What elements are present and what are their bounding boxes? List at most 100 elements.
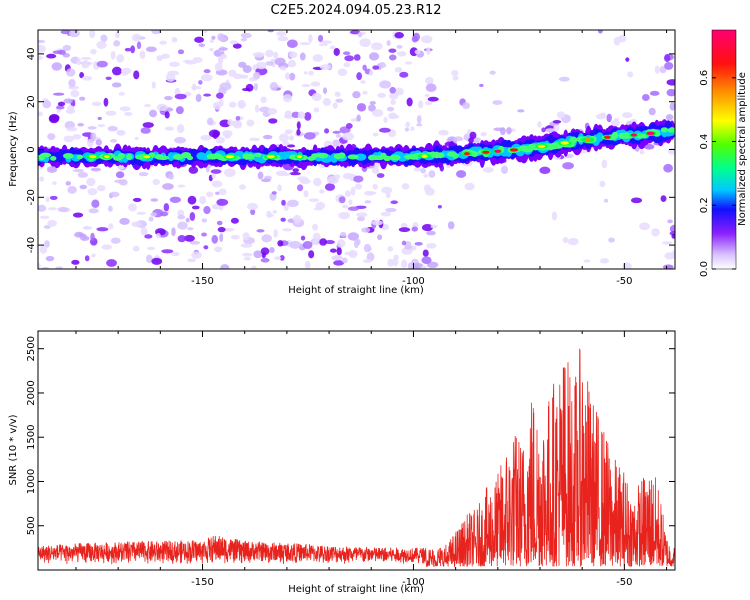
noise-blob: [130, 45, 135, 54]
noise-blob: [377, 234, 383, 241]
noise-blob: [89, 30, 96, 39]
noise-blob: [90, 48, 97, 55]
noise-blob: [388, 54, 397, 61]
noise-blob: [107, 205, 113, 212]
noise-blob: [48, 113, 60, 122]
noise-blob: [252, 51, 265, 58]
noise-blob: [66, 127, 78, 132]
noise-blob: [406, 97, 413, 107]
noise-blob: [250, 208, 256, 216]
ridge-hotspot: [604, 135, 611, 139]
noise-blob: [63, 98, 74, 104]
noise-blob: [416, 123, 423, 127]
noise-blob: [601, 159, 608, 169]
noise-blob: [583, 259, 591, 263]
noise-blob: [191, 251, 202, 259]
ridge-segment: [126, 153, 133, 161]
noise-blob: [84, 255, 90, 262]
noise-blob: [421, 223, 434, 232]
noise-blob: [116, 54, 125, 63]
noise-blob: [381, 186, 393, 194]
noise-blob: [356, 72, 363, 81]
noise-blob: [613, 117, 620, 122]
noise-blob: [558, 76, 570, 82]
noise-blob: [562, 237, 569, 244]
noise-blob: [120, 67, 132, 75]
noise-blob: [401, 259, 408, 268]
noise-blob: [336, 247, 342, 256]
noise-blob: [142, 122, 154, 128]
noise-blob: [421, 265, 427, 269]
noise-blob: [430, 224, 438, 229]
noise-blob: [182, 59, 194, 63]
noise-blob: [101, 244, 113, 250]
noise-blob: [304, 112, 312, 121]
noise-blob: [38, 204, 47, 212]
noise-blob: [211, 35, 216, 40]
noise-blob: [606, 113, 612, 123]
noise-blob: [260, 96, 267, 104]
noise-blob: [241, 87, 251, 92]
noise-blob: [169, 196, 181, 203]
noise-blob: [42, 100, 52, 109]
colorbar-tick-label: 0.6: [699, 70, 710, 86]
noise-blob: [108, 223, 114, 230]
noise-blob: [65, 181, 71, 186]
noise-blob: [383, 116, 388, 124]
noise-blob: [186, 227, 194, 231]
ridge-segment: [337, 152, 346, 159]
noise-blob: [304, 260, 311, 269]
noise-blob: [372, 132, 379, 137]
noise-blob: [335, 98, 344, 103]
noise-blob: [140, 127, 151, 134]
noise-blob: [386, 40, 391, 47]
noise-blob: [296, 184, 304, 192]
noise-blob: [362, 64, 367, 71]
noise-blob: [292, 168, 299, 173]
noise-blob: [281, 172, 292, 176]
noise-blob: [68, 30, 80, 38]
noise-blob: [344, 55, 355, 62]
noise-blob: [260, 247, 270, 256]
ridge-segment: [347, 154, 359, 160]
noise-blob: [72, 212, 84, 218]
noise-blob: [118, 91, 125, 96]
noise-blob: [288, 135, 294, 141]
noise-blob: [422, 249, 429, 257]
ridge-segment: [470, 151, 479, 157]
noise-blob: [220, 53, 228, 59]
noise-blob: [51, 62, 63, 71]
noise-blob: [282, 141, 290, 146]
noise-blob: [109, 191, 120, 198]
noise-blob: [271, 191, 277, 195]
noise-blob: [107, 125, 118, 132]
noise-blob: [274, 256, 282, 261]
noise-blob: [189, 240, 201, 245]
spectrogram-ticks: -150 -100 -50 -40 -20 0 20 40: [26, 30, 675, 287]
spectrogram-panel: -150 -100 -50 -40 -20 0 20 40 Height of straigh…: [8, 29, 676, 296]
noise-blob: [66, 68, 76, 77]
noise-blob: [324, 128, 330, 134]
noise-blob: [338, 211, 350, 220]
noise-blob: [209, 47, 214, 52]
noise-blob: [81, 75, 93, 81]
ridge-segment: [389, 154, 401, 161]
noise-blob: [47, 207, 58, 211]
noise-blob: [161, 249, 174, 254]
noise-blob: [138, 172, 149, 177]
noise-blob: [388, 92, 399, 100]
noise-blob: [63, 135, 74, 143]
noise-blob: [276, 31, 287, 37]
noise-blob: [648, 107, 656, 116]
noise-blob: [654, 65, 660, 74]
noise-blob: [277, 184, 283, 192]
noise-blob: [447, 221, 455, 230]
noise-blob: [70, 89, 80, 98]
noise-blob: [286, 144, 296, 148]
noise-blob: [337, 239, 346, 248]
noise-blob: [90, 232, 95, 242]
noise-blob: [337, 68, 348, 77]
snr-ytick-label: 500: [26, 516, 37, 535]
noise-blob: [664, 252, 675, 260]
noise-blob: [175, 106, 184, 115]
